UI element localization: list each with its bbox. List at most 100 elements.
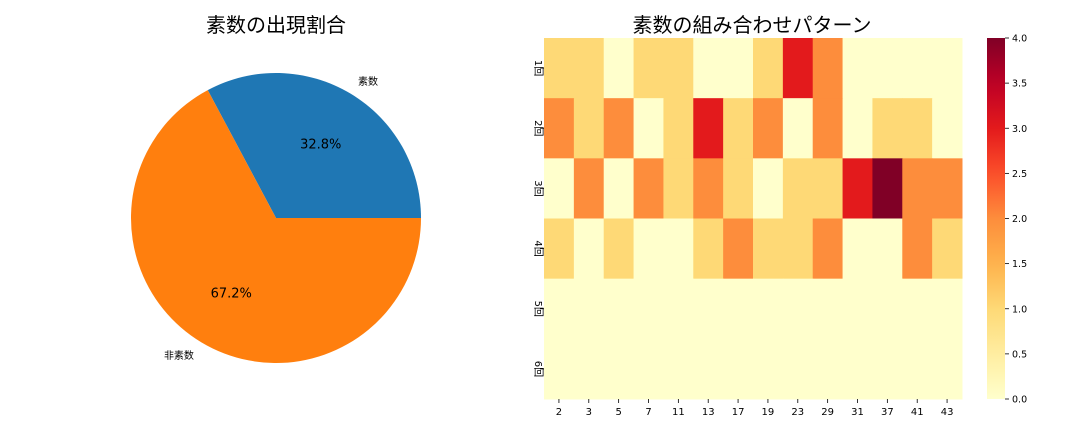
pie-chart: 素数の出現割合 素数 32.8% 非素数 67.2% xyxy=(131,13,421,363)
heatmap-cell xyxy=(573,218,605,280)
heatmap-cell xyxy=(872,218,903,280)
heatmap-cell xyxy=(812,338,844,400)
x-tick-label: 29 xyxy=(821,407,834,418)
heatmap-cell xyxy=(842,98,873,159)
heatmap-cell xyxy=(932,98,963,159)
heatmap-cell xyxy=(902,218,933,280)
heatmap-cell xyxy=(633,278,664,340)
heatmap-cell xyxy=(693,218,724,280)
colorbar-tick-label: 2.5 xyxy=(1012,169,1027,180)
x-tick-label: 3 xyxy=(586,407,592,418)
heatmap-cell xyxy=(693,38,724,99)
heatmap-cell xyxy=(872,38,903,99)
heatmap-cell xyxy=(753,98,784,159)
heatmap-cell xyxy=(633,98,664,159)
heatmap-cell xyxy=(663,218,694,280)
heatmap-cell xyxy=(753,38,784,99)
heatmap-cell xyxy=(544,218,575,280)
heatmap-cell xyxy=(544,98,575,159)
heatmap-cell xyxy=(782,98,814,159)
heatmap-cell xyxy=(872,338,903,400)
heatmap-cell xyxy=(812,218,844,280)
heatmap-cell xyxy=(663,158,694,219)
heatmap-cell xyxy=(902,158,933,219)
heatmap-cell xyxy=(812,98,844,159)
heatmap-cell xyxy=(544,38,575,99)
colorbar: 0.0 0.5 1.0 1.5 2.0 2.5 3.0 3.5 4.0 xyxy=(987,34,1027,406)
colorbar-tick-label: 2.0 xyxy=(1012,214,1027,225)
heatmap-cell xyxy=(633,338,664,400)
colorbar-tick-label: 3.0 xyxy=(1012,124,1027,135)
heatmap-cell xyxy=(902,98,933,159)
y-tick-label: 6回 xyxy=(532,361,544,377)
heatmap-cell xyxy=(932,278,963,340)
heatmap-cell xyxy=(902,278,933,340)
heatmap-cell xyxy=(902,338,933,400)
heatmap-chart: 素数の組み合わせパターン 2 3 5 7 11 13 17 19 23 29 31 37 41 431回2… xyxy=(532,13,963,418)
heatmap-cell xyxy=(753,338,784,400)
heatmap-cell xyxy=(573,98,605,159)
colorbar-tick-label: 1.0 xyxy=(1012,304,1027,315)
heatmap-cell xyxy=(812,158,844,219)
heatmap-cell xyxy=(753,218,784,280)
colorbar-tick-label: 1.5 xyxy=(1012,259,1027,270)
heatmap-cell xyxy=(842,38,873,99)
heatmap-cell xyxy=(633,158,664,219)
x-tick-label: 23 xyxy=(791,407,804,418)
y-tick-label: 1回 xyxy=(532,60,544,76)
heatmap-cell xyxy=(693,98,724,159)
heatmap-cell xyxy=(603,98,635,159)
x-tick-label: 17 xyxy=(732,407,745,418)
heatmap-cell xyxy=(723,338,754,400)
pie-title: 素数の出現割合 xyxy=(206,13,346,37)
x-tick-label: 19 xyxy=(762,407,775,418)
heatmap-cell xyxy=(573,278,605,340)
pie-percent-label: 67.2% xyxy=(211,287,252,302)
x-tick-label: 37 xyxy=(881,407,894,418)
heatmap-cell xyxy=(693,278,724,340)
heatmap-title: 素数の組み合わせパターン xyxy=(633,13,872,37)
heatmap-cell xyxy=(902,38,933,99)
heatmap-cell xyxy=(932,38,963,99)
heatmap-cell xyxy=(753,158,784,219)
colorbar-tick-label: 3.5 xyxy=(1012,79,1027,90)
heatmap-cell xyxy=(723,218,754,280)
x-tick-label: 13 xyxy=(702,407,715,418)
y-tick-label: 5回 xyxy=(532,301,544,317)
heatmap-cell xyxy=(812,38,844,99)
heatmap-cell xyxy=(573,338,605,400)
x-tick-label: 43 xyxy=(941,407,954,418)
heatmap-cell xyxy=(723,158,754,219)
pie-slice-label: 非素数 xyxy=(164,349,194,362)
x-tick-label: 7 xyxy=(645,407,651,418)
heatmap-cell xyxy=(603,38,635,99)
heatmap-cell xyxy=(603,278,635,340)
x-tick-label: 41 xyxy=(911,407,924,418)
colorbar-tick-label: 0.0 xyxy=(1012,395,1027,406)
heatmap-cell xyxy=(932,158,963,219)
heatmap-cell xyxy=(633,38,664,99)
heatmap-cell xyxy=(663,278,694,340)
heatmap-cell xyxy=(573,38,605,99)
colorbar-tick-label: 0.5 xyxy=(1012,349,1027,360)
x-tick-label: 11 xyxy=(672,407,685,418)
heatmap-cell xyxy=(872,158,903,219)
heatmap-cell xyxy=(842,338,873,400)
heatmap-cell xyxy=(842,158,873,219)
heatmap-cell xyxy=(753,278,784,340)
heatmap-cell xyxy=(544,338,575,400)
heatmap-cell xyxy=(842,218,873,280)
heatmap-cell xyxy=(723,38,754,99)
heatmap-cell xyxy=(782,338,814,400)
x-tick-label: 31 xyxy=(851,407,864,418)
y-tick-label: 2回 xyxy=(532,120,544,136)
heatmap-cell xyxy=(693,158,724,219)
colorbar-tick-label: 4.0 xyxy=(1012,34,1027,45)
heatmap-cell xyxy=(723,278,754,340)
heatmap-cell xyxy=(573,158,605,219)
heatmap-cell xyxy=(663,38,694,99)
heatmap-cell xyxy=(932,218,963,280)
heatmap-cell xyxy=(872,98,903,159)
x-tick-label: 2 xyxy=(556,407,562,418)
